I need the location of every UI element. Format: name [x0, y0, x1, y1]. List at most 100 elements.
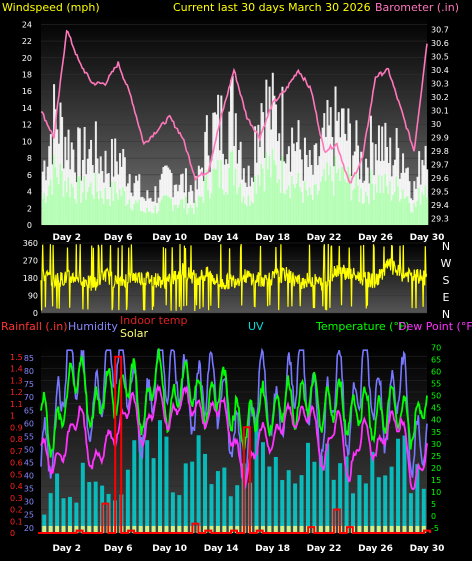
- gust-bar: [107, 199, 110, 225]
- gust-bar: [106, 199, 109, 225]
- uv-bar: [273, 456, 278, 533]
- gust-bar: [162, 196, 165, 225]
- solar-bar: [267, 525, 272, 533]
- solar-bar: [209, 525, 214, 533]
- gust-bar: [188, 208, 191, 225]
- uv-bar: [74, 502, 79, 533]
- gust-bar: [331, 180, 334, 225]
- temp-x-tick: Day 30: [410, 544, 445, 554]
- solar-bar: [260, 525, 265, 533]
- gust-bar: [48, 185, 51, 225]
- wind-y-tick: 2: [27, 204, 32, 213]
- gust-bar: [387, 193, 390, 225]
- wind-x-tick: Day 6: [104, 233, 133, 243]
- wind-bar: [392, 165, 395, 225]
- gust-bar: [194, 200, 197, 225]
- uv-bar: [55, 473, 60, 533]
- temp-x-tick: Day 18: [255, 544, 290, 554]
- solar-bar: [80, 525, 85, 533]
- gust-bar: [197, 195, 200, 225]
- gust-bar: [385, 186, 388, 225]
- gust-bar: [270, 177, 273, 225]
- gust-bar: [361, 203, 364, 225]
- uv-bar: [370, 451, 375, 533]
- solar-bar: [325, 525, 330, 533]
- gust-bar: [155, 213, 159, 225]
- solar-bar: [376, 525, 381, 533]
- uv-bar: [383, 475, 388, 533]
- gust-bar: [358, 202, 361, 225]
- wind-x-tick: Day 2: [52, 233, 81, 243]
- temperature-line: [40, 348, 428, 458]
- solar-bar: [408, 525, 413, 533]
- humidity-y-tick: 60: [24, 419, 34, 428]
- rain-y-tick: 0.1: [10, 517, 23, 526]
- gust-bar: [357, 185, 360, 225]
- gust-bar: [147, 211, 150, 225]
- uv-bar: [305, 442, 310, 533]
- uv-bar: [325, 443, 330, 533]
- gust-bar: [183, 208, 186, 225]
- gust-bar: [181, 199, 184, 225]
- gust-bar: [49, 179, 52, 225]
- gust-bar: [170, 198, 173, 225]
- gust-bar: [308, 187, 311, 225]
- direction-y-ticks: 0 90 180 270 360: [23, 239, 38, 318]
- humidity-y-tick: 70: [24, 393, 34, 402]
- gust-bar: [257, 174, 260, 225]
- gust-bar: [268, 155, 271, 225]
- gust-bar: [262, 168, 265, 225]
- solar-bar: [396, 525, 401, 533]
- gust-bar: [286, 189, 289, 225]
- wind-x-ticks: Day 2 Day 6 Day 10 Day 14 Day 18 Day 22 Day 26…: [52, 233, 444, 243]
- gust-bar: [266, 169, 269, 225]
- gust-bar: [410, 211, 413, 225]
- wind-x-tick: Day 14: [204, 233, 239, 243]
- gust-bar: [56, 177, 59, 225]
- baro-y-tick: 29.3: [431, 214, 449, 223]
- wind-bar: [312, 174, 315, 225]
- gust-bar: [88, 187, 91, 225]
- rain-y-tick: 1: [10, 412, 15, 421]
- gust-bar: [424, 185, 427, 225]
- gust-bar: [318, 190, 321, 225]
- temp-y-ticks: -5 0 5 10 15 20 25 30 35 40 45 50 55 60 65 70: [431, 343, 441, 533]
- gust-bar: [323, 169, 326, 225]
- wind-bar: [422, 165, 425, 225]
- gust-bar: [199, 197, 202, 225]
- gust-bar: [233, 185, 236, 225]
- gust-bar: [241, 202, 244, 225]
- gust-bar: [53, 154, 56, 225]
- rain-y-tick: 1.4: [10, 365, 23, 374]
- gust-bar: [418, 188, 421, 225]
- gust-bar: [94, 173, 97, 225]
- gust-bar: [165, 195, 168, 225]
- wind-bar: [207, 155, 210, 225]
- uv-bar: [158, 420, 163, 533]
- wind-bar: [405, 168, 408, 225]
- temp-y-tick: 0: [431, 512, 436, 521]
- uv-bar: [138, 436, 143, 533]
- gust-bar: [336, 172, 339, 225]
- gust-bar: [345, 182, 348, 225]
- solar-bar: [145, 525, 150, 533]
- humidity-y-ticks: 20 25 30 35 40 45 50 55 60 65 70 75 80 85: [24, 354, 34, 533]
- gust-bar: [213, 168, 216, 225]
- gust-bar: [115, 193, 118, 225]
- gust-bar: [192, 213, 195, 225]
- wind-bar: [127, 183, 130, 225]
- gust-bar: [75, 203, 78, 225]
- gust-bar: [72, 187, 75, 225]
- gust-bar: [389, 181, 392, 225]
- gust-bar: [295, 183, 298, 225]
- wind-bar: [106, 173, 109, 225]
- gust-bar: [101, 197, 104, 225]
- uv-bar: [203, 453, 208, 533]
- gust-bar: [299, 187, 302, 225]
- gust-bar: [139, 211, 142, 225]
- gust-bar: [217, 159, 220, 225]
- humidity-y-tick: 25: [24, 511, 34, 520]
- solar-bar: [421, 525, 426, 533]
- temp-y-tick: 5: [431, 500, 436, 509]
- gust-bar: [151, 213, 154, 225]
